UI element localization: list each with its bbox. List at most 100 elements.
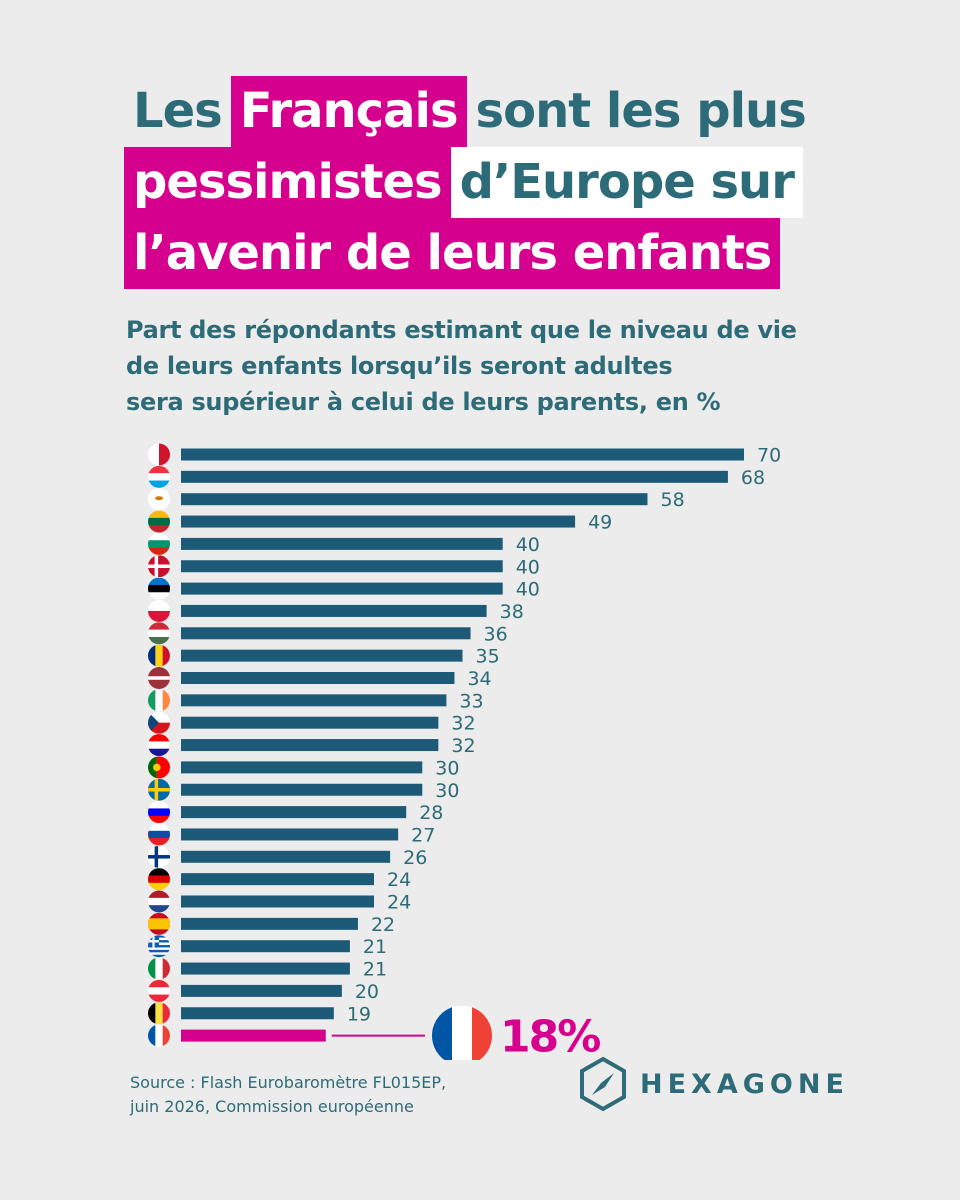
logo-text: HEXAGONE: [640, 1068, 849, 1100]
hexagone-logo: HEXAGONE: [578, 1055, 849, 1113]
bar: [181, 694, 447, 707]
title-line-2: pessimistes d’Europe sur: [124, 147, 844, 218]
czechia-flag-icon: [148, 711, 170, 734]
value-label: 27: [411, 824, 435, 846]
bar: [181, 604, 487, 617]
title-line-3: l’avenir de leurs enfants: [124, 218, 844, 289]
spain-flag-icon: [148, 912, 170, 935]
bar: [181, 560, 503, 573]
value-label: 32: [451, 713, 475, 735]
bar: [181, 537, 503, 550]
title-highlight: Français: [230, 76, 467, 147]
bar: [181, 582, 503, 595]
value-label: 33: [459, 690, 483, 712]
ireland-flag-icon: [148, 689, 170, 712]
bar: [181, 940, 350, 953]
slovakia-flag-icon: [148, 823, 170, 846]
france-flag-icon: [432, 1005, 492, 1060]
romania-flag-icon: [148, 644, 170, 667]
value-label: 21: [363, 959, 387, 981]
latvia-flag-icon: [148, 667, 170, 689]
value-label: 21: [363, 936, 387, 958]
subtitle-line-1: Part des répondants estimant que le nive…: [126, 316, 797, 344]
malta-flag-icon: [148, 443, 170, 466]
sweden-flag-icon: [148, 778, 170, 801]
title-highlight: pessimistes: [124, 147, 451, 218]
croatia-flag-icon: [148, 734, 170, 757]
estonia-flag-icon: [148, 577, 170, 600]
bar: [181, 470, 728, 483]
germany-flag-icon: [148, 868, 170, 891]
subtitle-line-3: sera supérieur à celui de leurs parents,…: [126, 388, 721, 416]
bar: [181, 448, 744, 461]
value-label: 58: [660, 489, 684, 511]
bar: [181, 917, 358, 930]
austria-flag-icon: [148, 979, 170, 1002]
bar: [181, 672, 455, 684]
value-label: 49: [588, 512, 612, 534]
value-label: 20: [355, 981, 379, 1003]
bulgaria-flag-icon: [148, 532, 170, 555]
source-note: Source : Flash Eurobaromètre FL015EP, ju…: [130, 1071, 446, 1119]
title-highlight: l’avenir de leurs enfants: [124, 218, 781, 289]
title-text: Les: [133, 83, 223, 139]
bar: [181, 515, 576, 528]
italy-flag-icon: [148, 957, 170, 980]
value-label: 36: [484, 623, 508, 645]
bar: [181, 761, 423, 774]
value-label: 22: [371, 914, 395, 936]
value-label: 24: [387, 892, 411, 914]
value-label: 30: [435, 757, 459, 779]
bar: [181, 493, 648, 506]
denmark-flag-icon: [148, 555, 170, 578]
slovenia-flag-icon: [148, 801, 170, 824]
poland-flag-icon: [148, 599, 170, 622]
source-line-1: Source : Flash Eurobaromètre FL015EP,: [130, 1073, 447, 1092]
bar: [181, 806, 407, 819]
value-label: 28: [419, 802, 443, 824]
greece-flag-icon: [148, 935, 170, 958]
portugal-flag-icon: [148, 756, 170, 779]
title-line-1: Les Français sont les plus: [124, 76, 844, 147]
bar: [181, 873, 375, 886]
subtitle-line-2: de leurs enfants lorsqu’ils seront adult…: [126, 352, 673, 380]
belgium-flag-icon: [148, 1002, 170, 1025]
value-label: 40: [516, 534, 540, 556]
highlight-value-label: 18%: [500, 1012, 600, 1060]
bar: [181, 716, 439, 729]
value-label: 40: [516, 556, 540, 578]
page-title: Les Français sont les plus pessimistes d’Eur…: [124, 76, 844, 289]
value-label: 68: [741, 467, 765, 489]
luxembourg-flag-icon: [148, 465, 170, 488]
bar: [181, 627, 471, 640]
bar: [181, 1007, 334, 1020]
value-label: 70: [757, 445, 781, 467]
bar: [181, 828, 399, 841]
cyprus-flag-icon: [148, 488, 170, 511]
finland-flag-icon: [148, 845, 170, 868]
source-line-2: juin 2026, Commission européenne: [130, 1097, 414, 1116]
lithuania-flag-icon: [148, 510, 170, 533]
value-label: 30: [435, 780, 459, 802]
bar-chart: 7068584940404038363534333232303028272624…: [148, 443, 781, 1060]
hungary-flag-icon: [148, 622, 170, 645]
netherlands-flag-icon: [148, 890, 170, 913]
bar: [181, 984, 342, 997]
value-label: 26: [403, 847, 427, 869]
bar: [181, 962, 350, 975]
value-label: 38: [500, 601, 524, 623]
bar: [181, 739, 439, 752]
value-label: 19: [347, 1003, 371, 1025]
value-label: 35: [476, 646, 500, 668]
bar: [181, 649, 463, 662]
title-text: d’Europe sur: [450, 147, 803, 218]
title-text: sont les plus: [475, 83, 807, 139]
chart-subtitle: Part des répondants estimant que le nive…: [126, 312, 846, 420]
france-flag-icon: [148, 1024, 170, 1047]
bar: [181, 850, 391, 863]
highlight-bar: [181, 1029, 326, 1042]
value-label: 34: [467, 668, 491, 690]
value-label: 32: [451, 735, 475, 757]
value-label: 24: [387, 869, 411, 891]
bar: [181, 783, 423, 796]
